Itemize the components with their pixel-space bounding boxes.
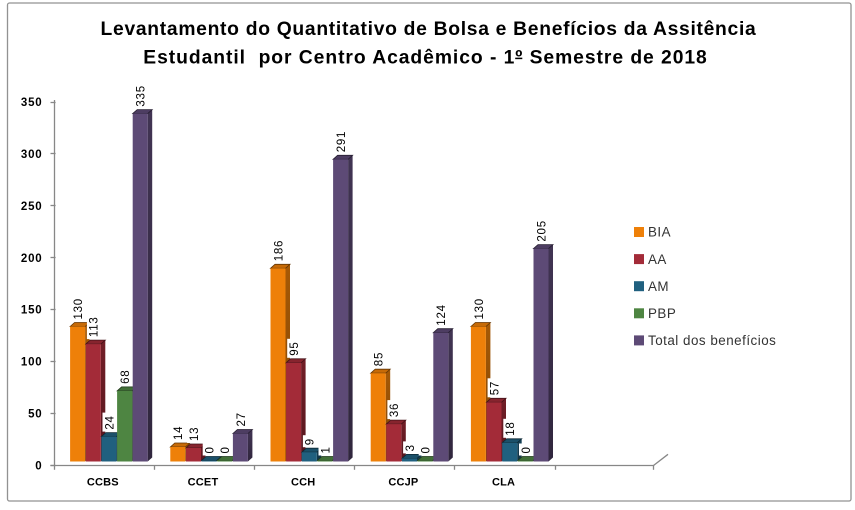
svg-text:95: 95 bbox=[289, 342, 301, 356]
svg-text:0: 0 bbox=[421, 446, 433, 453]
svg-text:130: 130 bbox=[73, 298, 85, 319]
svg-text:CLA: CLA bbox=[492, 477, 515, 489]
svg-text:186: 186 bbox=[273, 240, 285, 261]
svg-text:205: 205 bbox=[536, 220, 548, 241]
svg-text:124: 124 bbox=[436, 304, 448, 325]
svg-text:250: 250 bbox=[21, 201, 43, 213]
svg-text:0: 0 bbox=[205, 446, 217, 453]
svg-text:0: 0 bbox=[35, 461, 42, 473]
svg-text:PBP: PBP bbox=[648, 306, 676, 321]
svg-text:150: 150 bbox=[21, 305, 43, 317]
svg-text:85: 85 bbox=[374, 352, 386, 366]
svg-text:Total dos benefícios: Total dos benefícios bbox=[648, 333, 776, 348]
svg-text:100: 100 bbox=[21, 357, 43, 369]
svg-text:57: 57 bbox=[489, 381, 501, 395]
svg-text:335: 335 bbox=[136, 85, 148, 106]
svg-text:113: 113 bbox=[89, 317, 101, 338]
svg-text:18: 18 bbox=[505, 422, 517, 436]
svg-text:27: 27 bbox=[236, 412, 248, 426]
svg-text:AM: AM bbox=[648, 279, 669, 294]
svg-text:CCET: CCET bbox=[188, 477, 219, 489]
svg-text:36: 36 bbox=[389, 403, 401, 417]
svg-text:24: 24 bbox=[104, 415, 116, 429]
svg-text:Estudantil por Centro Acadêmi: Estudantil por Centro Acadêmico - 1º Sem… bbox=[143, 48, 707, 69]
svg-text:CCJP: CCJP bbox=[388, 477, 418, 489]
svg-text:200: 200 bbox=[21, 253, 43, 265]
svg-text:14: 14 bbox=[173, 426, 185, 440]
svg-text:0: 0 bbox=[220, 446, 232, 453]
svg-text:CCH: CCH bbox=[291, 477, 315, 489]
svg-text:1: 1 bbox=[320, 446, 332, 453]
svg-text:291: 291 bbox=[336, 131, 348, 152]
svg-text:300: 300 bbox=[21, 149, 43, 161]
svg-text:0: 0 bbox=[521, 446, 533, 453]
svg-text:AA: AA bbox=[648, 252, 667, 267]
svg-text:CCBS: CCBS bbox=[87, 477, 119, 489]
svg-text:BIA: BIA bbox=[648, 225, 671, 240]
svg-text:13: 13 bbox=[189, 427, 201, 441]
svg-text:3: 3 bbox=[405, 444, 417, 451]
svg-text:68: 68 bbox=[120, 370, 132, 384]
svg-text:9: 9 bbox=[305, 438, 317, 445]
svg-text:50: 50 bbox=[28, 409, 42, 421]
svg-text:130: 130 bbox=[474, 298, 486, 319]
svg-text:350: 350 bbox=[21, 97, 43, 109]
svg-text:Levantamento do Quantitativo d: Levantamento do Quantitativo de Bolsa e … bbox=[101, 19, 757, 40]
